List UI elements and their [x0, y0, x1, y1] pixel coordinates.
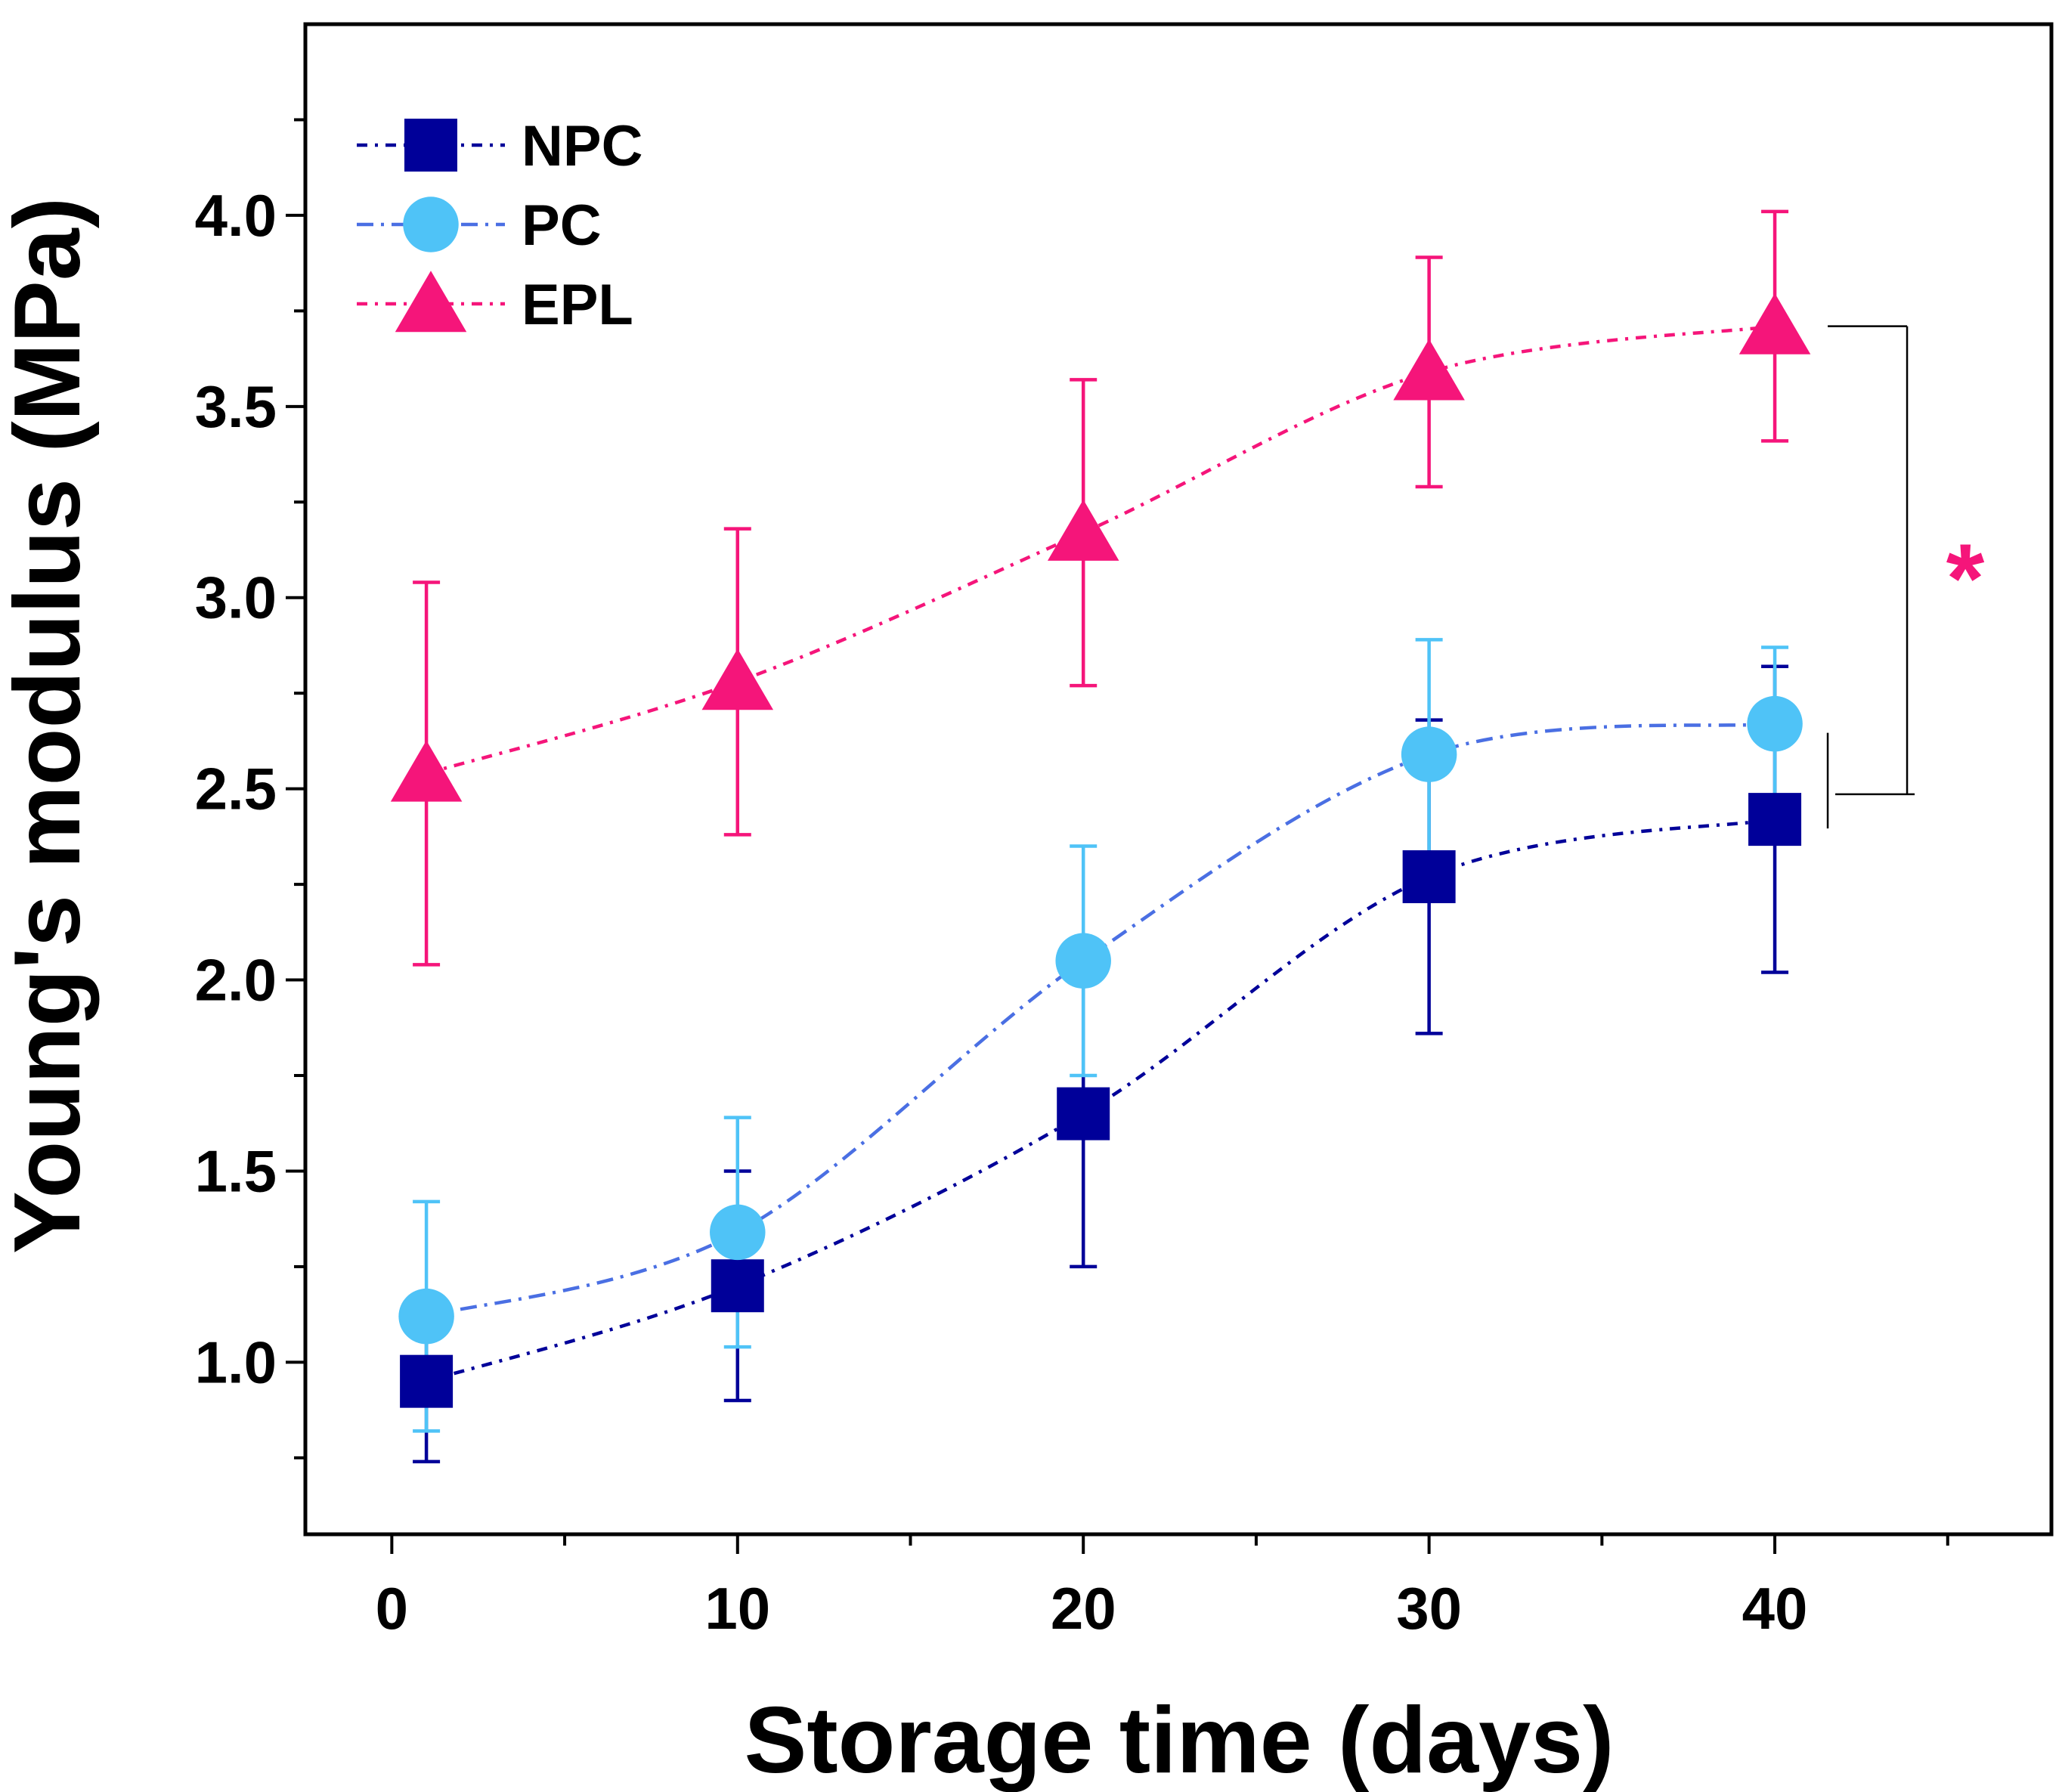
- data-point-npc: [711, 1259, 764, 1313]
- data-point-pc: [398, 1288, 454, 1345]
- data-point-pc: [1055, 933, 1111, 989]
- legend-label-epl: EPL: [522, 273, 633, 337]
- y-tick-label: 2.0: [195, 947, 277, 1014]
- legend-marker-npc: [404, 119, 457, 172]
- data-point-npc: [1402, 850, 1456, 903]
- legend-marker-epl: [395, 271, 467, 333]
- x-tick-label: 20: [1051, 1575, 1116, 1642]
- y-axis-title: Young's modulus (MPa): [0, 197, 100, 1254]
- data-point-epl: [1393, 339, 1465, 401]
- legend-label-pc: PC: [522, 193, 602, 258]
- legend-label-npc: NPC: [522, 114, 642, 178]
- significance-star: *: [1946, 523, 1985, 633]
- y-tick-label: 3.0: [195, 565, 277, 631]
- data-point-pc: [1747, 695, 1803, 752]
- data-point-pc: [1401, 726, 1457, 782]
- significance-bracket: [1826, 325, 1915, 829]
- data-point-npc: [1748, 793, 1802, 846]
- x-tick-label: 0: [376, 1575, 408, 1642]
- x-tick-label: 40: [1742, 1575, 1808, 1642]
- data-point-npc: [1057, 1087, 1110, 1141]
- y-tick-label: 1.5: [195, 1137, 277, 1204]
- x-tick-label: 30: [1396, 1575, 1462, 1642]
- y-tick-label: 1.0: [195, 1329, 277, 1395]
- legend-marker-pc: [403, 197, 459, 252]
- data-point-epl: [701, 648, 774, 710]
- axis-ticks: 1.0 1.5 2.0 2.5 3.0 3.5 4.0 0 10 20 30 40: [195, 118, 1949, 1642]
- error-bars: [413, 209, 1789, 1464]
- x-tick-label: 10: [704, 1575, 770, 1642]
- data-point-epl: [390, 740, 463, 802]
- data-point-epl: [1738, 292, 1811, 354]
- legend-item-epl: EPL: [357, 271, 633, 337]
- y-tick-label: 3.5: [195, 373, 277, 440]
- legend-item-pc: PC: [357, 193, 602, 258]
- data-point-pc: [710, 1204, 766, 1261]
- legend-item-npc: NPC: [357, 114, 642, 178]
- data-point-npc: [400, 1354, 454, 1408]
- data-markers: [390, 292, 1811, 1408]
- x-axis-title: Storage time (days): [745, 1688, 1615, 1792]
- plot-frame: [303, 22, 2054, 1537]
- series-line-pc: [426, 722, 1776, 1318]
- data-point-epl: [1047, 499, 1119, 561]
- y-tick-label: 4.0: [195, 182, 277, 249]
- legend: NPC PC EPL: [357, 114, 642, 337]
- series-line-epl: [426, 324, 1776, 775]
- series-lines: [426, 324, 1776, 1383]
- y-tick-label: 2.5: [195, 756, 277, 822]
